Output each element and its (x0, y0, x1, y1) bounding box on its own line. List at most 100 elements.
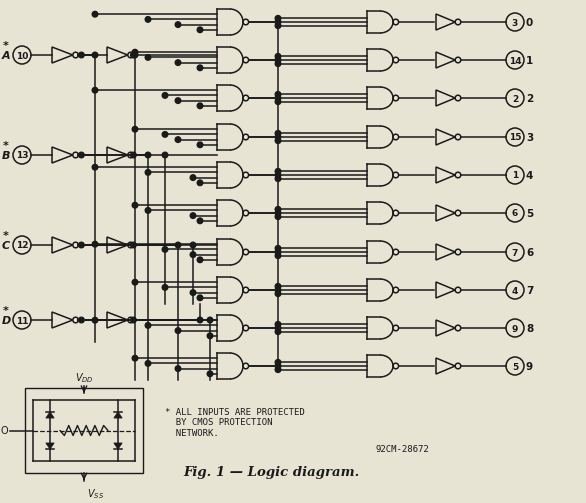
Circle shape (145, 152, 151, 158)
Text: B: B (2, 151, 10, 161)
Text: 7: 7 (526, 286, 533, 296)
Circle shape (275, 134, 281, 140)
Circle shape (145, 17, 151, 22)
Text: 0: 0 (526, 18, 533, 28)
Circle shape (275, 360, 281, 365)
Circle shape (275, 92, 281, 97)
Circle shape (197, 65, 203, 70)
Text: 5: 5 (512, 363, 518, 372)
Circle shape (132, 202, 138, 208)
Circle shape (275, 321, 281, 327)
Circle shape (275, 363, 281, 369)
Circle shape (132, 49, 138, 55)
Circle shape (145, 55, 151, 60)
Circle shape (131, 52, 136, 58)
Text: 9: 9 (526, 362, 533, 372)
Circle shape (207, 317, 213, 323)
Circle shape (175, 22, 181, 27)
Circle shape (175, 366, 181, 371)
Circle shape (79, 317, 84, 323)
Circle shape (162, 246, 168, 252)
Text: 14: 14 (509, 56, 522, 65)
Circle shape (175, 242, 181, 248)
Circle shape (275, 253, 281, 259)
Circle shape (175, 60, 181, 65)
Circle shape (275, 210, 281, 216)
Text: 6: 6 (512, 210, 518, 218)
Circle shape (275, 249, 281, 255)
Circle shape (175, 328, 181, 333)
Circle shape (197, 295, 203, 301)
Circle shape (275, 176, 281, 182)
Circle shape (275, 207, 281, 212)
Circle shape (79, 52, 84, 58)
Circle shape (132, 356, 138, 361)
Circle shape (275, 57, 281, 63)
Text: O: O (1, 427, 8, 437)
Circle shape (92, 164, 98, 170)
Circle shape (275, 95, 281, 101)
Circle shape (275, 53, 281, 59)
Circle shape (275, 172, 281, 178)
Circle shape (190, 213, 196, 218)
Text: $V_{DD}$: $V_{DD}$ (74, 371, 93, 385)
Circle shape (131, 317, 136, 323)
Circle shape (190, 242, 196, 248)
Text: 2: 2 (526, 94, 533, 104)
Circle shape (275, 169, 281, 174)
Circle shape (275, 138, 281, 143)
Text: 92CM-28672: 92CM-28672 (375, 445, 429, 454)
Text: 1: 1 (512, 172, 518, 181)
Text: * ALL INPUTS ARE PROTECTED
  BY CMOS PROTECTION
  NETWORK.: * ALL INPUTS ARE PROTECTED BY CMOS PROTE… (165, 408, 305, 438)
Circle shape (145, 208, 151, 213)
Text: *: * (3, 231, 9, 241)
Text: 1: 1 (526, 56, 533, 66)
Circle shape (197, 142, 203, 147)
Circle shape (92, 241, 98, 247)
Text: 5: 5 (526, 209, 533, 219)
Polygon shape (114, 443, 122, 449)
Circle shape (92, 317, 98, 323)
Circle shape (207, 371, 213, 377)
Circle shape (197, 103, 203, 109)
Circle shape (162, 285, 168, 290)
Text: 12: 12 (16, 241, 28, 250)
Circle shape (131, 242, 136, 248)
Text: D: D (1, 316, 11, 326)
Circle shape (207, 333, 213, 339)
Circle shape (175, 137, 181, 142)
Circle shape (197, 257, 203, 263)
Circle shape (275, 287, 281, 293)
Text: *: * (3, 41, 9, 51)
Circle shape (275, 329, 281, 334)
Circle shape (92, 88, 98, 93)
Text: 11: 11 (16, 316, 28, 325)
Circle shape (275, 284, 281, 289)
Circle shape (79, 152, 84, 158)
Text: 10: 10 (16, 51, 28, 60)
Circle shape (92, 52, 98, 58)
Circle shape (145, 361, 151, 366)
Text: $V_{SS}$: $V_{SS}$ (87, 487, 104, 501)
Circle shape (197, 27, 203, 33)
Text: 4: 4 (512, 287, 518, 295)
Polygon shape (46, 443, 54, 449)
Text: 15: 15 (509, 133, 522, 142)
Text: 3: 3 (526, 133, 533, 143)
Circle shape (275, 61, 281, 66)
Text: 9: 9 (512, 324, 518, 333)
Circle shape (92, 12, 98, 17)
Circle shape (197, 218, 203, 224)
Circle shape (275, 245, 281, 251)
Text: 2: 2 (512, 95, 518, 104)
Text: 4: 4 (526, 171, 533, 181)
Circle shape (275, 367, 281, 372)
Text: *: * (3, 306, 9, 316)
Circle shape (275, 23, 281, 29)
Text: 13: 13 (16, 151, 28, 160)
Circle shape (197, 180, 203, 186)
Circle shape (275, 19, 281, 25)
Circle shape (162, 93, 168, 98)
Circle shape (275, 131, 281, 136)
Circle shape (145, 170, 151, 175)
